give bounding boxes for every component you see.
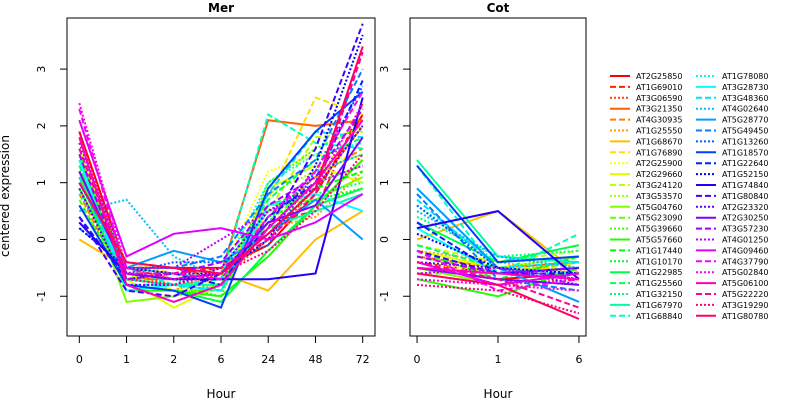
legend-label-at1g10170: AT1G10170 [636,257,682,266]
legend-label-at3g06590: AT3G06590 [636,94,682,103]
legend-label-at1g17440: AT1G17440 [636,246,682,255]
panel-0-x-tick-label: 72 [356,353,370,366]
legend-label-at5g28770: AT5G28770 [722,116,768,125]
legend-label-at1g52150: AT1G52150 [722,170,768,179]
legend-label-at4g09460: AT4G09460 [722,246,768,255]
panel-0-x-tick-label: 1 [123,353,130,366]
panel-1-y-tick-label: 0 [378,236,391,243]
panel-1-x-axis-label: Hour [484,387,513,400]
legend-label-at3g53570: AT3G53570 [636,192,682,201]
legend-label-at2g30250: AT2G30250 [722,214,768,223]
legend-label-at5g04760: AT5G04760 [636,203,682,212]
panel-0-series-at4g01250 [78,142,364,269]
panel-0-series-at5g49450 [78,68,364,269]
panel-1-title: Cot [487,1,510,15]
legend-label-at3g48360: AT3G48360 [722,94,768,103]
panel-1-series-at1g80780 [416,272,580,320]
legend-label-at2g29660: AT2G29660 [636,170,682,179]
panel-0-y-tick-label: -1 [35,291,48,302]
panel-0-series-at3g19290 [78,131,364,286]
panel-1-x-tick-label: 1 [495,353,502,366]
legend-label-at4g30935: AT4G30935 [636,116,682,125]
legend-label-at1g69010: AT1G69010 [636,83,682,92]
legend-label-at5g49450: AT5G49450 [722,127,768,136]
panel-0-series-at1g76890 [78,96,364,287]
panel-1-series-at5g22220 [416,261,580,309]
legend-label-at1g76890: AT1G76890 [636,148,682,157]
legend-label-at2g25900: AT2G25900 [636,159,682,168]
legend-label-at5g39660: AT5G39660 [636,225,682,234]
panel-0-series-at5g06100 [78,119,364,303]
legend-label-at3g57230: AT3G57230 [722,225,768,234]
panel-0-x-tick-label: 24 [261,353,275,366]
panel-1-series-at4g02640 [416,210,580,269]
panel-1-series-at4g01250 [416,266,580,281]
legend-label-at1g80840: AT1G80840 [722,192,768,201]
legend-label-at4g37790: AT4G37790 [722,257,768,266]
panel-1-series-at5g06100 [416,266,580,281]
panel-0-series-at4g09460 [78,119,364,258]
legend-label-at1g68670: AT1G68670 [636,137,682,146]
legend-label-at5g23090: AT5G23090 [636,214,682,223]
panel-1-series-at1g32150 [416,215,580,258]
legend-label-at5g06100: AT5G06100 [722,279,768,288]
panel-1-y-tick-label: 1 [378,179,391,186]
legend-label-at2g25850: AT2G25850 [636,72,682,81]
panel-0-series-at5g22220 [78,51,364,275]
legend-label-at3g19290: AT3G19290 [722,301,768,310]
panel-1-y-tick-label: 2 [378,122,391,129]
legend-label-at2g23320: AT2G23320 [722,203,768,212]
panel-1-series-at1g18570 [416,164,580,264]
panel-1-x-tick-label: 6 [575,353,582,366]
panel-0-x-axis-label: Hour [207,387,236,400]
legend-label-at1g22985: AT1G22985 [636,268,682,277]
legend-label-at5g22220: AT5G22220 [722,290,768,299]
gene-legend: AT2G25850 AT1G69010 AT3G06590 AT3G21350 AT4G… [610,72,768,321]
panel-0-series-at1g80780 [78,46,364,275]
legend-label-at3g21350: AT3G21350 [636,105,682,114]
legend-label-at1g80780: AT1G80780 [722,312,768,321]
panel-1-series-at3g19290 [416,283,580,315]
legend-label-at5g57660: AT5G57660 [636,236,682,245]
panel-1-y-tick-label: 3 [378,66,391,73]
panel-1-x-tick-label: 0 [414,353,421,366]
legend-label-at1g32150: AT1G32150 [636,290,682,299]
panel-0-x-tick-label: 0 [76,353,83,366]
legend-label-at1g25560: AT1G25560 [636,279,682,288]
cot-panel: Cot 0 1 6 Hour -1 0 1 2 3 [378,1,587,400]
legend-label-at5g02840: AT5G02840 [722,268,768,277]
legend-label-at1g22640: AT1G22640 [722,159,768,168]
panel-0-y-tick-label: 0 [35,236,48,243]
mer-panel: Mer 0 1 2 6 24 48 72 Hour -1 0 1 2 3 [35,1,376,400]
legend-label-at1g67970: AT1G67970 [636,301,682,310]
panel-0-y-tick-label: 3 [35,66,48,73]
panel-0-x-tick-label: 6 [218,353,225,366]
legend-label-at1g18570: AT1G18570 [722,148,768,157]
panel-0-title: Mer [208,1,234,15]
legend-label-at4g01250: AT4G01250 [722,236,768,245]
panel-1-series-at1g13260 [416,204,580,281]
panel-0-x-tick-label: 48 [308,353,322,366]
panel-1-series-at1g74840 [416,210,580,280]
panel-1-series-at1g52150 [416,232,580,275]
legend-label-at1g13260: AT1G13260 [722,137,768,146]
legend-label-at1g68840: AT1G68840 [636,312,682,321]
panel-1-frame [409,17,587,337]
legend-label-at1g74840: AT1G74840 [722,181,768,190]
panel-0-y-tick-label: 1 [35,179,48,186]
panel-0-series-at4g02640 [79,153,364,281]
panel-0-x-tick-label: 2 [170,353,177,366]
panel-0-series-at1g80840 [78,23,364,298]
legend-label-at3g24120: AT3G24120 [636,181,682,190]
legend-label-at1g25550: AT1G25550 [636,127,682,136]
panel-0-series-at3g57230 [78,108,364,281]
legend-label-at1g78080: AT1G78080 [722,72,768,81]
legend-label-at3g28730: AT3G28730 [722,83,768,92]
panel-0-y-tick-label: 2 [35,122,48,129]
panel-0-series-at4g37790 [78,91,364,281]
legend-label-at4g02640: AT4G02640 [722,105,768,114]
panel-1-y-tick-label: -1 [378,291,391,302]
y-axis-label: centered expression [0,135,12,257]
